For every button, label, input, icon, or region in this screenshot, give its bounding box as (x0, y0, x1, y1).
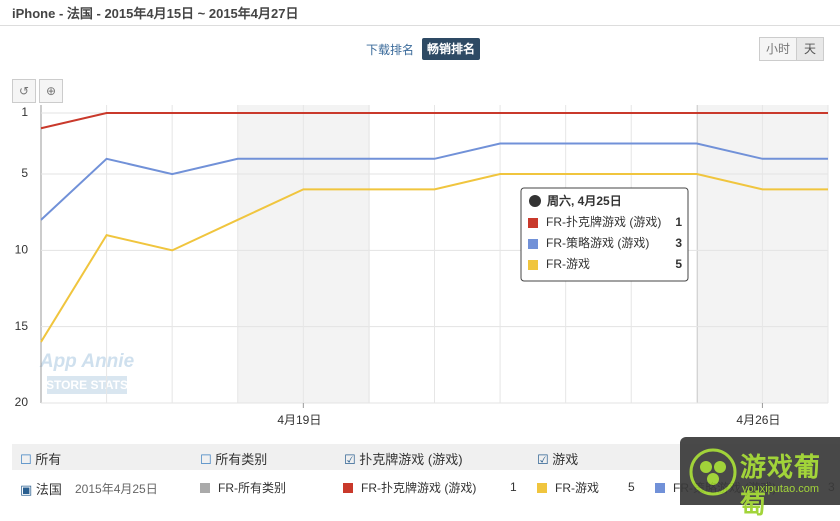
page-title: iPhone - 法国 - 2015年4月15日 ~ 2015年4月27日 (12, 6, 299, 21)
tooltip: 周六, 4月25日 FR-扑克牌游戏 (游戏) 1FR-策略游戏 (游戏) 3FR-… (520, 187, 689, 282)
data-label: 3 (675, 236, 682, 250)
filter-label: 所有类别 (215, 452, 268, 467)
tab[interactable]: 下载排名 (366, 43, 415, 57)
y-tick-label: 5 (21, 166, 28, 180)
logo-url: youxiputao.com (742, 483, 820, 495)
series-line (40, 112, 828, 130)
legend-label: FR-游戏 (546, 257, 590, 271)
legend-swatch (528, 260, 538, 270)
y-tick-label: 10 (15, 243, 29, 257)
divider (0, 25, 840, 26)
filter-label: 所有 (35, 452, 62, 467)
legend-swatch (528, 239, 538, 249)
day-button[interactable]: 天 (796, 37, 824, 61)
country[interactable]: ▣ 法国 (20, 482, 62, 497)
legend-item: FR-所有类别 (200, 479, 286, 496)
legend-item: FR-扑克牌游戏 (游戏) (343, 479, 476, 496)
page: iPhone - 法国 - 2015年4月15日 ~ 2015年4月27日 下载… (0, 6, 840, 519)
legend-value: 5 (628, 480, 635, 494)
legend-label: FR-扑克牌游戏 (游戏) (361, 481, 477, 495)
weekend-band (238, 105, 370, 403)
filter[interactable]: ☐ 所有类别 (200, 452, 268, 467)
date: 2015年4月25日 (75, 482, 158, 496)
hour-button[interactable]: 小时 (759, 37, 797, 61)
watermark-brand: App Annie (39, 351, 135, 372)
y-tick-label: 20 (15, 395, 29, 409)
watermark-sub: STORE STATS (46, 378, 128, 392)
x-tick-label: 4月26日 (736, 413, 780, 427)
legend-label: FR-策略游戏 (游戏) (546, 235, 649, 250)
legend-label: FR-扑克牌游戏 (游戏) (546, 215, 661, 229)
data-label: 5 (675, 257, 682, 271)
legend-label: FR-游戏 (555, 481, 599, 495)
legend-label: FR-所有类别 (218, 481, 286, 495)
data-label: 1 (675, 215, 682, 229)
country-label: 法国 (35, 482, 62, 497)
legend-swatch (528, 218, 538, 228)
legend-value: 1 (510, 480, 517, 494)
tooltip-title: 周六, 4月25日 (547, 193, 622, 208)
tab-active[interactable]: 畅销排名 (422, 38, 481, 60)
tooltip-rows: FR-扑克牌游戏 (游戏) 1 FR-策略游戏 (游戏) 3 FR-游戏 5 (528, 215, 682, 271)
filter-label: 游戏 (552, 452, 579, 467)
logo: 游戏葡萄 youxiputao.com (680, 437, 840, 519)
series-line (40, 173, 828, 343)
reset-button[interactable]: ↺ (12, 79, 36, 103)
legend-item: FR-游戏 (537, 479, 599, 496)
filter[interactable]: ☑ 扑克牌游戏 (游戏) (344, 452, 463, 467)
zoom-button[interactable]: ⊕ (39, 79, 63, 103)
y-tick-label: 15 (15, 319, 29, 333)
globe-icon (529, 195, 541, 207)
filter[interactable]: ☐ 所有 (20, 452, 62, 467)
filter[interactable]: ☑ 游戏 (537, 452, 579, 467)
filter-label: 扑克牌游戏 (游戏) (359, 452, 463, 467)
series-line (40, 142, 828, 221)
y-tick-label: 1 (21, 105, 28, 119)
x-tick-label: 4月19日 (277, 413, 321, 427)
logo-icon (689, 448, 737, 496)
tooltip-box (520, 187, 689, 282)
